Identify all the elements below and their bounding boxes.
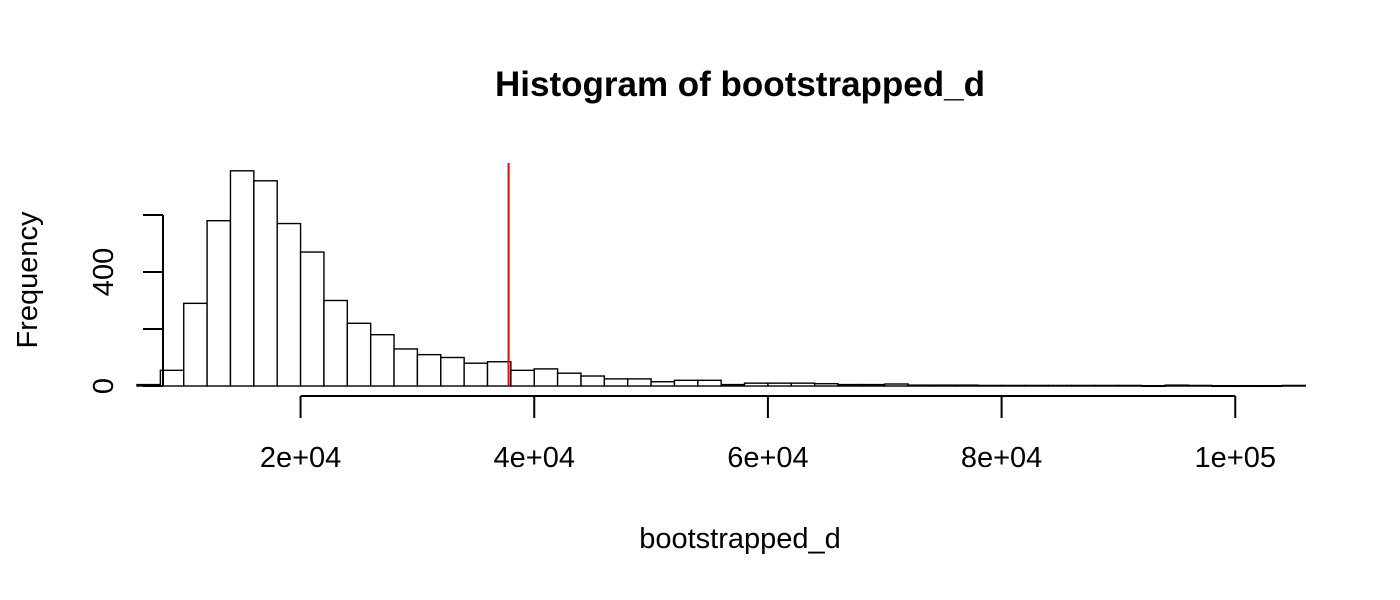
x-tick-label: 4e+04: [494, 442, 575, 474]
histogram-bar: [720, 383, 746, 387]
histogram-bar: [346, 322, 372, 387]
y-tick-label: 400: [88, 248, 120, 296]
histogram-bar: [1070, 384, 1096, 387]
x-tick-label: 8e+04: [961, 442, 1042, 474]
histogram-bar: [954, 384, 979, 387]
histogram-bar: [369, 334, 395, 387]
histogram-bar: [627, 378, 652, 387]
histogram-bar: [650, 381, 676, 387]
x-tick-label: 1e+05: [1195, 442, 1276, 474]
histogram-bar: [1117, 384, 1143, 387]
histogram-bar: [533, 368, 559, 387]
histogram-bar: [1234, 385, 1260, 388]
histogram-bar: [1047, 384, 1073, 387]
histogram-bar: [1024, 384, 1050, 387]
histogram-bar: [673, 379, 699, 387]
histogram-bar: [1000, 384, 1026, 387]
histogram-bar: [416, 353, 442, 387]
x-axis: 2e+04 4e+04 6e+04 8e+04 1e+05: [260, 395, 1276, 474]
histogram-bar: [907, 384, 933, 387]
histogram-bar: [813, 383, 839, 387]
x-tick-label: 2e+04: [260, 442, 341, 474]
histogram-bar: [229, 170, 255, 387]
histogram-bar: [603, 378, 629, 387]
histogram-bar: [323, 299, 349, 387]
histogram-bars: [136, 170, 1307, 388]
histogram-bar: [463, 362, 489, 387]
histogram-bar: [183, 302, 208, 387]
histogram-bar: [697, 379, 722, 387]
histogram-bar: [510, 369, 535, 387]
histogram-bar: [393, 348, 419, 387]
histogram-bar: [299, 251, 325, 387]
histogram-bar: [930, 384, 956, 387]
histogram-bar: [1141, 385, 1166, 388]
histogram-bar: [486, 361, 512, 387]
x-tick-label: 6e+04: [727, 442, 808, 474]
histogram-bar: [790, 382, 816, 387]
histogram-bar: [1211, 385, 1236, 388]
histogram-bar: [977, 384, 1003, 387]
chart-title: Histogram of bootstrapped_d: [495, 65, 985, 104]
y-axis-label: Frequency: [12, 211, 44, 349]
histogram-bar: [860, 383, 886, 387]
histogram-bar: [1187, 384, 1213, 387]
x-axis-label: bootstrapped_d: [639, 523, 841, 555]
y-tick-label: 0: [88, 378, 120, 394]
histogram-bar: [884, 383, 909, 387]
histogram-bar: [276, 222, 302, 387]
histogram-bar: [1164, 384, 1190, 387]
histogram-bar: [1094, 384, 1120, 387]
histogram-bar: [743, 382, 769, 387]
histogram-bar: [1257, 385, 1283, 388]
histogram-bar: [580, 375, 606, 387]
histogram-bar: [253, 180, 278, 387]
histogram-bar: [837, 383, 863, 387]
histogram-bar: [1281, 384, 1307, 387]
histogram-bar: [767, 382, 792, 387]
histogram-bar: [556, 372, 582, 387]
histogram-bar: [440, 356, 465, 387]
histogram-bar: [206, 219, 232, 387]
y-axis: 0 400: [88, 214, 164, 394]
